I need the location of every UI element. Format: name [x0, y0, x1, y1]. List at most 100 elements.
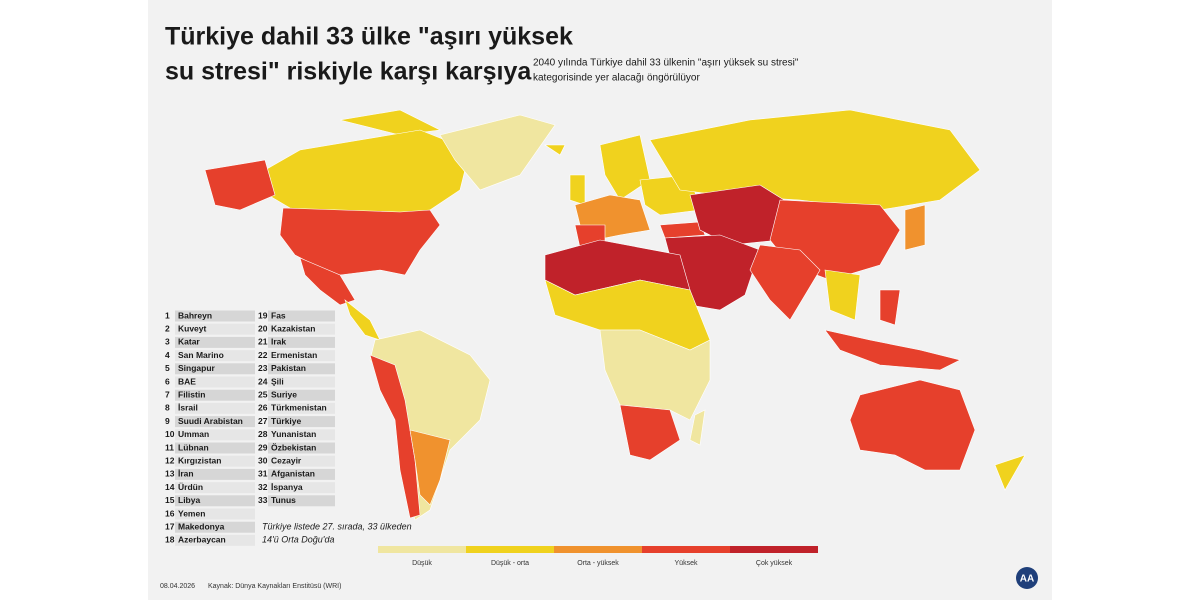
- name-box: [175, 323, 255, 335]
- country: Katar: [178, 337, 200, 347]
- rank: 24: [258, 376, 268, 386]
- legend-swatch: [378, 546, 466, 553]
- country: Filistin: [178, 389, 205, 399]
- name-box: [268, 389, 335, 401]
- country: Libya: [178, 495, 200, 505]
- name-box: [268, 416, 335, 428]
- rank: 29: [258, 442, 268, 452]
- name-box: [175, 363, 255, 375]
- country: Pakistan: [271, 363, 306, 373]
- name-box: [268, 363, 335, 375]
- legend-label: Düşük - orta: [491, 560, 529, 567]
- country: Azerbaycan: [178, 535, 226, 545]
- legend: Düşük Düşük - orta Orta - yüksek Yüksek Çok …: [378, 546, 818, 567]
- name-box: [175, 455, 255, 467]
- name-box: [268, 455, 335, 467]
- name-box: [268, 482, 335, 494]
- rank: 31: [258, 469, 268, 479]
- world-map: [204, 109, 1026, 521]
- rank: 6: [165, 376, 170, 386]
- logo: AA: [1020, 574, 1034, 585]
- rank: 14: [165, 482, 175, 492]
- country: Kırgızistan: [178, 455, 221, 465]
- rank: 15: [165, 495, 175, 505]
- name-box: [175, 534, 255, 546]
- rank: 12: [165, 455, 175, 465]
- legend-swatch: [730, 546, 818, 553]
- name-box: [268, 495, 335, 507]
- rank: 8: [165, 403, 170, 413]
- country: Şili: [271, 376, 284, 386]
- legend-swatch: [554, 546, 642, 553]
- country: Tunus: [271, 495, 296, 505]
- note: Türkiye listede 27. sırada, 33 ülkeden: [262, 521, 412, 531]
- name-box: [268, 336, 335, 348]
- name-box: [175, 521, 255, 533]
- rank: 32: [258, 482, 268, 492]
- legend-label: Çok yüksek: [756, 560, 793, 567]
- name-box: [175, 389, 255, 401]
- country: Irak: [271, 337, 286, 347]
- legend-label: Düşük: [412, 560, 432, 567]
- rank: 26: [258, 403, 268, 413]
- name-box: [175, 482, 255, 494]
- rank: 21: [258, 337, 268, 347]
- country: Özbekistan: [271, 442, 316, 452]
- country: Türkiye: [271, 416, 302, 426]
- ranking-list: 1 Bahreyn 2 Kuveyt 3 Katar 4 San Marino 5 Singapu…: [165, 310, 335, 546]
- rank: 13: [165, 469, 175, 479]
- name-box: [175, 336, 255, 348]
- rank: 18: [165, 535, 175, 545]
- rank: 2: [165, 323, 170, 333]
- rank: 25: [258, 389, 268, 399]
- rank: 1: [165, 310, 170, 320]
- rank: 27: [258, 416, 268, 426]
- name-box: [268, 376, 335, 388]
- rank: 30: [258, 455, 268, 465]
- source: Kaynak: Dünya Kaynakları Enstitüsü (WRI): [208, 583, 341, 590]
- rank: 5: [165, 363, 170, 373]
- country: Yunanistan: [271, 429, 316, 439]
- rank: 22: [258, 350, 268, 360]
- country: Bahreyn: [178, 310, 212, 320]
- country: San Marino: [178, 350, 224, 360]
- rank: 23: [258, 363, 268, 373]
- name-box: [268, 402, 335, 414]
- rank: 11: [165, 442, 174, 452]
- name-box: [175, 429, 255, 441]
- name-box: [175, 495, 255, 507]
- rank: 10: [165, 429, 175, 439]
- subtitle: kategorisinde yer alacağı öngörülüyor: [533, 73, 700, 84]
- subtitle: 2040 yılında Türkiye dahil 33 ülkenin "a…: [533, 58, 799, 69]
- name-box: [175, 508, 255, 520]
- country: Lübnan: [178, 442, 209, 452]
- rank: 3: [165, 337, 170, 347]
- country: Yemen: [178, 508, 205, 518]
- note: 14'ü Orta Doğu'da: [262, 534, 334, 544]
- country: Türkmenistan: [271, 403, 327, 413]
- rank: 19: [258, 310, 268, 320]
- country: Afganistan: [271, 469, 315, 479]
- country: İspanya: [271, 482, 303, 492]
- rank: 20: [258, 323, 268, 333]
- country: Singapur: [178, 363, 216, 373]
- legend-label: Yüksek: [675, 560, 698, 567]
- name-box: [175, 416, 255, 428]
- country: Suriye: [271, 389, 297, 399]
- logo-badge: [1016, 567, 1038, 589]
- legend-label: Orta - yüksek: [577, 560, 619, 567]
- name-box: [268, 429, 335, 441]
- rank: 28: [258, 429, 268, 439]
- country: İsrail: [178, 403, 198, 413]
- name-box: [268, 442, 335, 454]
- date: 08.04.2026: [160, 583, 195, 590]
- title: Türkiye dahil 33 ülke "aşırı yüksek: [165, 23, 573, 51]
- country: Umman: [178, 429, 209, 439]
- country: Fas: [271, 310, 286, 320]
- name-box: [175, 402, 255, 414]
- country: Kazakistan: [271, 323, 315, 333]
- name-box: [175, 310, 255, 322]
- rank: 9: [165, 416, 170, 426]
- name-box: [268, 323, 335, 335]
